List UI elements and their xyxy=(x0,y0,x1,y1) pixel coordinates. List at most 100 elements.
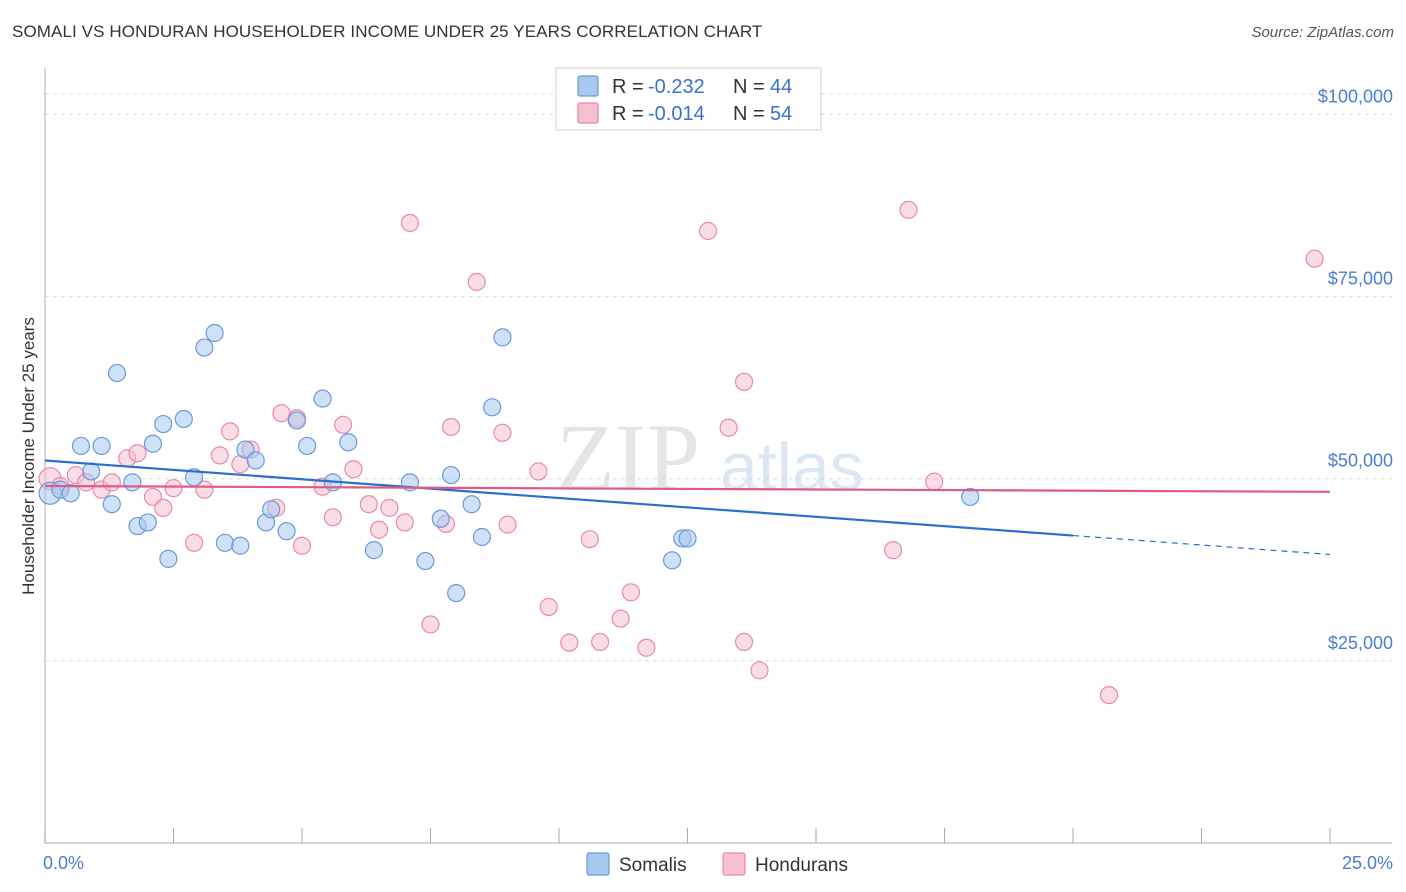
honduran-point xyxy=(883,541,903,560)
honduran-point xyxy=(370,520,389,539)
honduran-point xyxy=(493,423,512,442)
somali-point xyxy=(662,551,682,570)
bottom-legend-somali-label: Somalis xyxy=(619,855,687,876)
correlation-legend: R = -0.232 N = 44 R = -0.014 N = 54 xyxy=(555,67,822,131)
legend-honduran-n-value: 54 xyxy=(770,103,792,125)
somali-point xyxy=(431,509,450,528)
somali-point xyxy=(107,363,127,383)
legend-honduran-r-value: -0.014 xyxy=(648,103,705,125)
somali-points xyxy=(38,323,980,603)
honduran-point xyxy=(611,609,630,628)
legend-honduran-r-label: R = xyxy=(612,103,644,125)
bottom-legend-somali-swatch xyxy=(586,852,610,876)
somali-point xyxy=(313,389,332,408)
bottom-legend-honduran-swatch xyxy=(722,852,746,876)
honduran-point xyxy=(220,422,240,441)
honduran-point xyxy=(925,472,944,491)
legend-box xyxy=(555,67,822,131)
legend-honduran-swatch xyxy=(577,102,599,124)
somali-point xyxy=(154,414,173,434)
honduran-trend-line xyxy=(44,484,1331,493)
honduran-point xyxy=(698,221,718,241)
legend-somali-r-value: -0.232 xyxy=(648,76,705,98)
somali-point xyxy=(205,323,224,343)
somali-point xyxy=(339,433,358,452)
somali-point xyxy=(61,484,80,503)
x-tick-label-end: 25.0% xyxy=(1342,853,1393,873)
honduran-point xyxy=(272,404,291,423)
somali-point xyxy=(462,495,481,514)
somali-point xyxy=(195,338,214,357)
series-legend: Somalis Hondurans xyxy=(586,852,848,876)
legend-somali-n-label: N = xyxy=(733,76,765,98)
somali-point xyxy=(159,549,178,568)
somali-point xyxy=(447,583,466,603)
honduran-point xyxy=(292,536,312,555)
y-tick-label: $25,000 xyxy=(1328,633,1393,653)
somali-point xyxy=(961,487,980,507)
honduran-point xyxy=(591,632,610,652)
watermark-zip: ZIP xyxy=(556,404,700,511)
honduran-point xyxy=(539,597,558,617)
bottom-legend-honduran-label: Hondurans xyxy=(755,855,848,876)
honduran-point xyxy=(344,460,363,479)
honduran-point xyxy=(359,495,378,514)
somali-point xyxy=(92,436,111,456)
watermark-atlas: atlas xyxy=(720,429,864,505)
legend-somali-swatch xyxy=(577,75,599,97)
y-tick-label: $100,000 xyxy=(1318,86,1393,106)
honduran-point xyxy=(560,633,579,652)
honduran-point xyxy=(899,200,918,219)
honduran-point xyxy=(637,638,656,657)
honduran-point xyxy=(102,473,121,492)
somali-point xyxy=(231,536,250,555)
y-tick-label: $50,000 xyxy=(1328,451,1393,471)
somali-point xyxy=(493,328,512,347)
honduran-point xyxy=(529,462,548,481)
somali-point xyxy=(138,513,157,532)
honduran-point xyxy=(498,515,517,534)
somali-point xyxy=(483,398,502,417)
honduran-point xyxy=(184,533,204,552)
somali-point xyxy=(416,551,435,571)
trend-lines xyxy=(44,459,1331,556)
somali-point xyxy=(277,522,296,541)
honduran-point xyxy=(154,498,173,517)
honduran-point xyxy=(719,418,738,437)
honduran-point xyxy=(734,632,754,652)
honduran-point xyxy=(441,417,461,437)
legend-somali-n-value: 44 xyxy=(770,76,792,98)
somali-point xyxy=(472,527,491,547)
source-credit: Source: ZipAtlas.com xyxy=(1251,24,1394,41)
chart-title: SOMALI VS HONDURAN HOUSEHOLDER INCOME UN… xyxy=(12,22,763,41)
honduran-point xyxy=(395,513,414,532)
honduran-point xyxy=(734,372,754,391)
honduran-point xyxy=(621,583,641,602)
honduran-point xyxy=(334,415,353,434)
somali-point xyxy=(298,436,317,456)
honduran-point xyxy=(467,272,486,292)
honduran-point xyxy=(1305,249,1324,268)
y-tick-label: $75,000 xyxy=(1328,269,1393,289)
honduran-point xyxy=(400,213,420,233)
legend-somali-r-label: R = xyxy=(612,76,644,98)
honduran-point xyxy=(164,479,183,498)
somali-point xyxy=(441,465,461,485)
honduran-point xyxy=(195,480,214,499)
somali-point xyxy=(215,533,234,552)
x-axis-labels: 0.0% 25.0% xyxy=(43,853,1393,873)
honduran-point xyxy=(1099,685,1119,705)
somali-point xyxy=(123,473,142,492)
somali-point xyxy=(678,529,697,548)
somali-point xyxy=(71,436,91,456)
honduran-point xyxy=(380,498,399,517)
x-tick-label-start: 0.0% xyxy=(43,853,84,873)
y-axis-title: Householder Income Under 25 years xyxy=(19,317,38,595)
grid-lines xyxy=(45,93,1392,662)
somali-trend-line xyxy=(44,459,1074,537)
honduran-point xyxy=(421,615,440,634)
somali-point xyxy=(246,451,265,470)
honduran-point xyxy=(580,530,599,549)
y-axis-labels: $25,000 $50,000 $75,000 $100,000 xyxy=(1318,86,1393,652)
